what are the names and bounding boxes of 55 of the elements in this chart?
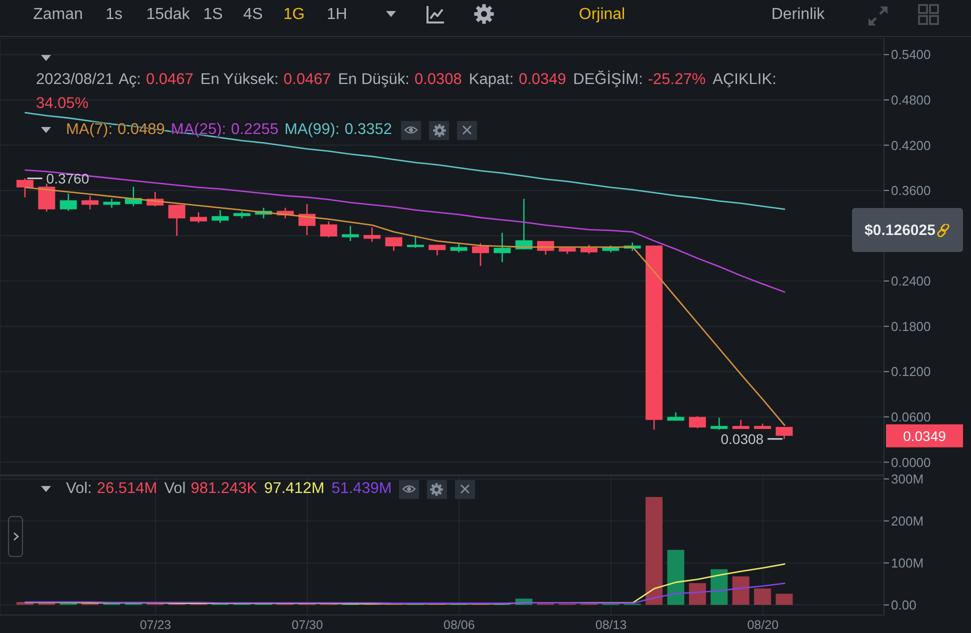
- x-tick-label: 07/30: [292, 618, 324, 632]
- y-tick-label: 0.0000: [891, 454, 931, 470]
- x-tick-label: 08/20: [747, 618, 779, 632]
- y-tick-label: 0.1200: [891, 364, 931, 380]
- text: MA(7):: [66, 121, 112, 139]
- text: 0.0349: [903, 428, 946, 444]
- y-tick-label: 0.0600: [891, 410, 931, 424]
- annotation: 0.2255: [231, 121, 278, 139]
- x-tick-label: 08/06: [444, 618, 475, 632]
- annotation: 51.439M: [331, 480, 392, 498]
- annotation: Vol: [164, 480, 186, 498]
- annotation: Aç:: [118, 70, 141, 90]
- y-tick-label: 0.4200: [891, 138, 931, 153]
- annotation: 0.0467: [146, 70, 194, 90]
- annotation: 0.3352: [344, 121, 392, 139]
- y-tick-label: 0.4800: [891, 92, 931, 108]
- series-label: MA(99):: [284, 121, 340, 139]
- y-tick-label: 200M: [891, 514, 924, 529]
- annotation: 981.243K: [190, 480, 258, 498]
- text: 1H: [326, 6, 348, 23]
- y-tick-label: 0.2400: [891, 274, 931, 289]
- annotation: AÇIKLIK:: [712, 70, 776, 90]
- annotation: Vol:: [66, 480, 92, 498]
- annotation: -25.27%: [648, 70, 706, 90]
- annotation: 2023/08/21: [36, 70, 114, 90]
- annotation: $0.126025: [864, 222, 936, 238]
- annotation: 0.0349: [518, 70, 566, 90]
- y-tick-label: 100M: [891, 556, 924, 571]
- y-tick-label: 300M: [891, 472, 924, 487]
- y-tick-label: 0.3600: [891, 183, 931, 198]
- text: Orjinal: [578, 5, 626, 25]
- x-tick-label: 07/23: [140, 618, 172, 632]
- text: MA(25):: [170, 121, 226, 139]
- text: 4S: [243, 6, 263, 23]
- text: 15dak: [146, 6, 190, 23]
- annotation: Kapat:: [468, 70, 514, 90]
- annotation: DEĞİŞİM:: [573, 70, 643, 90]
- text: Derinlik: [770, 5, 826, 25]
- text: Zaman: [32, 5, 84, 25]
- annotation: 0.0467: [284, 70, 331, 90]
- annotation: 0.0308: [720, 430, 764, 447]
- annotation: 97.412M: [264, 480, 324, 498]
- annotation: 0.0308: [414, 70, 462, 90]
- annotation: En Düşük:: [338, 70, 410, 90]
- x-tick-label: 08/13: [595, 618, 627, 632]
- annotation: 0.3760: [46, 170, 90, 186]
- y-tick-label: 0.5400: [891, 47, 931, 62]
- annotation: 34.05%: [36, 94, 89, 114]
- text: 1s: [106, 6, 122, 23]
- text: 1S: [203, 6, 223, 23]
- annotation: En Yüksek:: [200, 70, 279, 90]
- y-tick-label: 0.1800: [891, 318, 931, 334]
- annotation: 26.514M: [96, 480, 158, 498]
- y-tick-label: 0.00: [891, 598, 916, 613]
- text: 1G: [283, 6, 305, 23]
